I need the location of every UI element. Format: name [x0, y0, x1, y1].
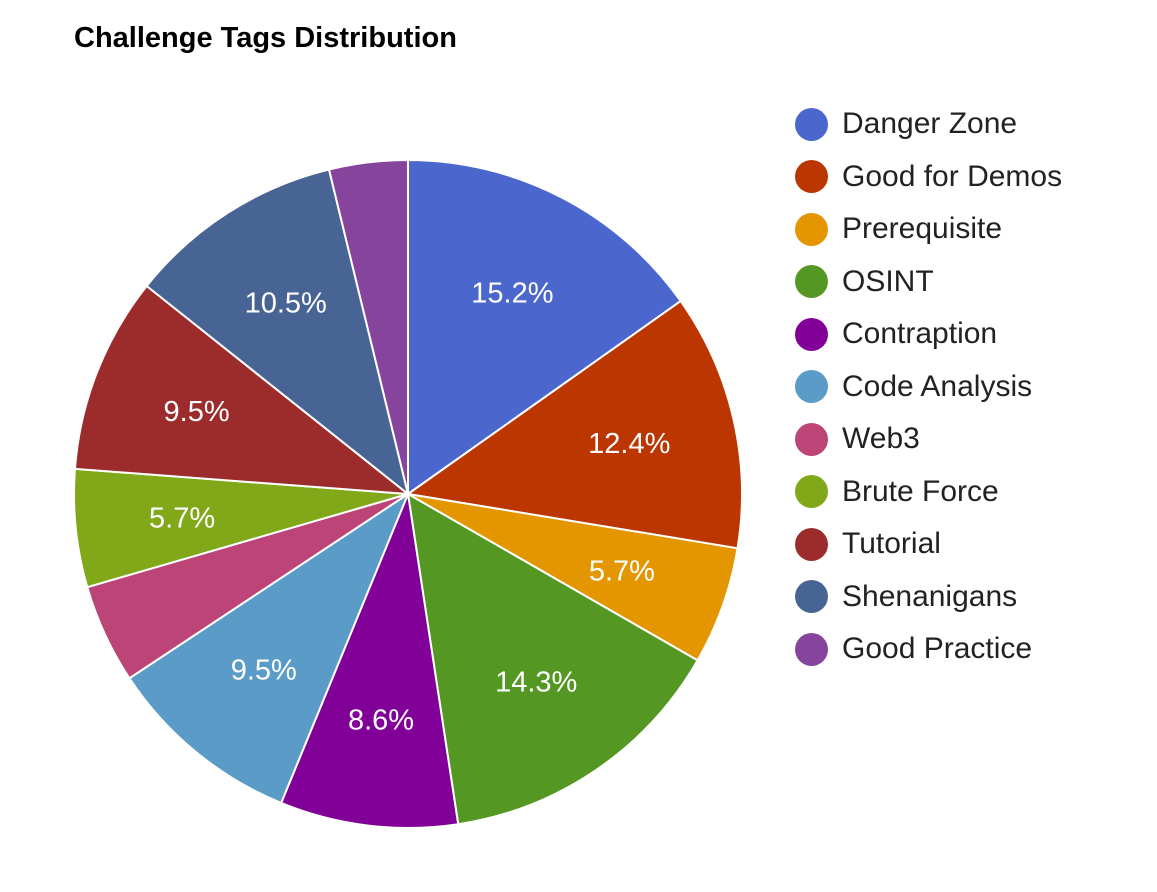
- legend-label: Contraption: [842, 317, 998, 351]
- legend-item-brute-force[interactable]: Brute Force: [795, 466, 1062, 519]
- legend-swatch-icon: [795, 265, 828, 299]
- legend-swatch-icon: [795, 475, 828, 509]
- pie-slice-osint[interactable]: [406, 492, 699, 826]
- pie-slice-danger-zone[interactable]: [407, 158, 683, 496]
- slice-label-danger-zone: 15.2%: [471, 277, 553, 309]
- legend-label: Tutorial: [842, 527, 941, 561]
- slice-label-prerequisite: 5.7%: [589, 555, 655, 587]
- legend-item-good-for-demos[interactable]: Good for Demos: [795, 151, 1062, 204]
- pie-slice-contraption[interactable]: [279, 490, 460, 829]
- slice-label-osint: 14.3%: [495, 666, 577, 698]
- legend-item-danger-zone[interactable]: Danger Zone: [795, 98, 1062, 151]
- legend-swatch-icon: [795, 212, 828, 246]
- legend-label: Danger Zone: [842, 107, 1018, 141]
- legend-item-web3[interactable]: Web3: [795, 413, 1062, 466]
- legend-swatch-icon: [795, 527, 828, 561]
- pie-slice-shenanigans[interactable]: [145, 168, 410, 497]
- legend-label: Good Practice: [842, 632, 1033, 666]
- legend-item-tutorial[interactable]: Tutorial: [795, 518, 1062, 571]
- slice-label-code-analysis: 9.5%: [231, 655, 297, 687]
- legend-label: Code Analysis: [842, 369, 1033, 403]
- slice-label-tutorial: 9.5%: [164, 396, 230, 428]
- legend-swatch-icon: [795, 160, 828, 194]
- legend-item-good-practice[interactable]: Good Practice: [795, 623, 1062, 676]
- slice-label-brute-force: 5.7%: [149, 503, 215, 535]
- legend-item-osint[interactable]: OSINT: [795, 256, 1062, 309]
- legend-swatch-icon: [795, 632, 828, 666]
- legend-swatch-icon: [795, 580, 828, 614]
- legend-swatch-icon: [795, 107, 828, 141]
- legend-label: Good for Demos: [842, 159, 1063, 193]
- chart-legend: Danger Zone Good for Demos Prerequisite OSI…: [795, 98, 1062, 676]
- pie-slice-tutorial[interactable]: [73, 284, 412, 496]
- legend-swatch-icon: [795, 422, 828, 456]
- chart-title: Challenge Tags Distribution: [74, 22, 457, 54]
- legend-item-prerequisite[interactable]: Prerequisite: [795, 203, 1062, 256]
- legend-item-shenanigans[interactable]: Shenanigans: [795, 571, 1062, 624]
- pie-slice-good-practice[interactable]: [327, 158, 409, 495]
- slice-label-shenanigans: 10.5%: [245, 288, 327, 320]
- legend-swatch-icon: [795, 317, 828, 351]
- legend-item-contraption[interactable]: Contraption: [795, 308, 1062, 361]
- pie-slice-code-analysis[interactable]: [128, 491, 411, 805]
- pie-slice-good-for-demos[interactable]: [405, 299, 743, 550]
- legend-label: OSINT: [842, 264, 934, 298]
- legend-label: Brute Force: [842, 474, 999, 508]
- legend-label: Shenanigans: [842, 579, 1018, 613]
- legend-label: Prerequisite: [842, 212, 1003, 246]
- slice-label-good-for-demos: 12.4%: [588, 428, 670, 460]
- slice-label-contraption: 8.6%: [348, 705, 414, 737]
- legend-label: Web3: [842, 422, 920, 456]
- legend-swatch-icon: [795, 370, 828, 404]
- legend-item-code-analysis[interactable]: Code Analysis: [795, 361, 1062, 414]
